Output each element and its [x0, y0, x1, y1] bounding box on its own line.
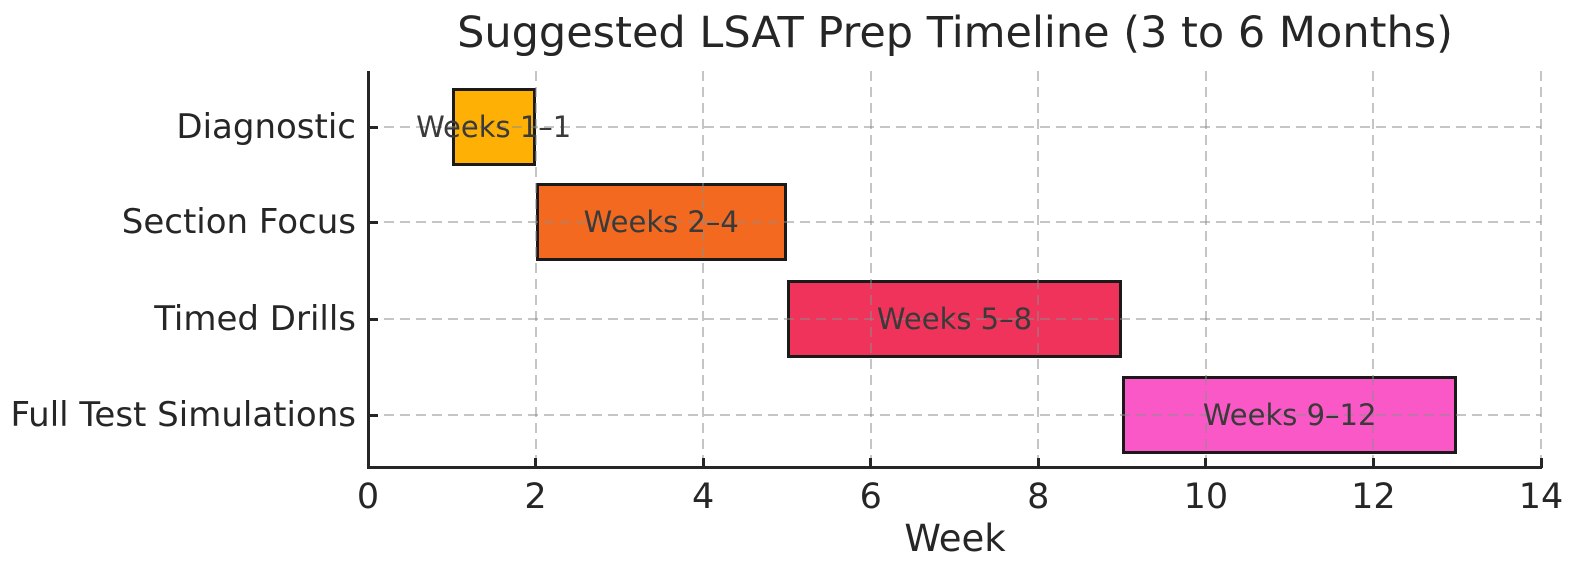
y-tick-label-diagnostic: Diagnostic — [176, 107, 356, 147]
y-tick-timed-drills — [368, 317, 378, 321]
y-axis-spine — [367, 71, 370, 468]
y-tick-label-section-focus: Section Focus — [121, 202, 356, 242]
x-axis-spine — [367, 466, 1542, 469]
gridline-full-test-simulations — [368, 414, 1541, 416]
gridline-week-10 — [1204, 71, 1207, 468]
gridline-week-12 — [1372, 71, 1375, 468]
x-tick-label-8: 8 — [1027, 477, 1050, 517]
x-tick-week-6 — [869, 458, 873, 468]
gridline-week-4 — [702, 71, 705, 468]
gridline-week-6 — [869, 71, 872, 468]
y-tick-label-full-test-simulations: Full Test Simulations — [10, 395, 356, 435]
gridline-week-8 — [1037, 71, 1040, 468]
bar-label-timed-drills: Weeks 5–8 — [876, 302, 1033, 336]
gridline-section-focus — [368, 221, 1541, 223]
x-tick-label-12: 12 — [1351, 477, 1396, 517]
x-tick-label-14: 14 — [1518, 477, 1564, 517]
bar-label-full-test-simulations: Weeks 9–12 — [1202, 398, 1377, 432]
x-tick-week-0 — [366, 458, 370, 468]
gridline-timed-drills — [368, 318, 1541, 320]
x-axis-label: Week — [904, 517, 1006, 560]
x-tick-week-14 — [1539, 458, 1543, 468]
plot-area: Weeks 1–1 Weeks 2–4 Weeks 5–8 Weeks 9–12 — [366, 71, 1543, 469]
x-tick-week-10 — [1204, 458, 1208, 468]
y-tick-section-focus — [368, 220, 378, 224]
x-tick-label-4: 4 — [692, 477, 715, 517]
x-tick-label-10: 10 — [1183, 477, 1229, 517]
y-tick-full-test-simulations — [368, 413, 378, 417]
y-tick-diagnostic — [368, 125, 378, 129]
x-tick-week-8 — [1036, 458, 1040, 468]
x-tick-week-12 — [1371, 458, 1375, 468]
bar-label-section-focus: Weeks 2–4 — [583, 205, 739, 239]
x-tick-label-6: 6 — [859, 477, 882, 517]
x-tick-week-4 — [701, 458, 705, 468]
chart-title: Suggested LSAT Prep Timeline (3 to 6 Mon… — [457, 8, 1453, 58]
gridline-diagnostic — [368, 126, 1541, 128]
y-tick-label-timed-drills: Timed Drills — [154, 299, 356, 339]
gridline-week-2 — [534, 71, 537, 468]
gridline-week-14 — [1540, 71, 1542, 468]
bar-label-diagnostic: Weeks 1–1 — [416, 110, 572, 144]
x-tick-label-2: 2 — [524, 477, 547, 517]
x-tick-label-0: 0 — [356, 477, 380, 517]
x-tick-week-2 — [534, 458, 538, 468]
